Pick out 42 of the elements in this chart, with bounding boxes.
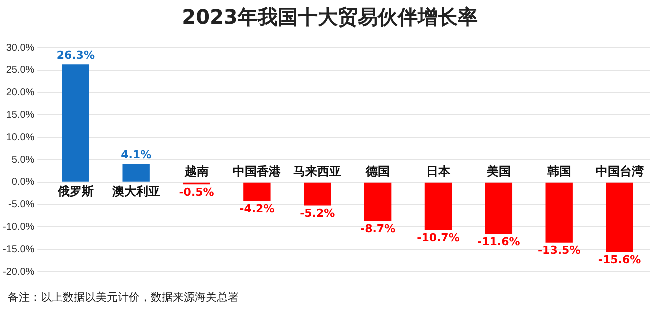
data-label: -10.7% <box>417 232 460 245</box>
x-tick-label: 俄罗斯 <box>56 184 94 199</box>
x-tick-label: 日本 <box>426 164 452 179</box>
y-tick-label: 10.0% <box>6 132 35 144</box>
x-tick-label: 越南 <box>184 164 209 179</box>
bar <box>364 182 392 222</box>
x-tick-label: 美国 <box>486 164 511 179</box>
bar <box>244 182 271 202</box>
y-tick-label: 5.0% <box>12 154 35 166</box>
x-tick-label: 中国台湾 <box>596 164 644 179</box>
bar <box>122 164 150 182</box>
data-label: -11.6% <box>478 236 520 249</box>
x-tick-label: 马来西亚 <box>294 164 342 179</box>
x-tick-label: 德国 <box>365 164 390 179</box>
text: 备注：以上数据以美元计价，数据来源海关总署 <box>8 290 239 305</box>
x-tick-label: 中国香港 <box>233 164 282 179</box>
y-tick-label: 30.0% <box>6 42 35 54</box>
x-tick-label: 澳大利亚 <box>111 184 160 199</box>
data-label: -5.2% <box>300 207 336 220</box>
y-tick-label: -5.0% <box>8 200 35 211</box>
data-label: -13.5% <box>538 244 581 258</box>
bar <box>304 182 332 206</box>
chart-title: 2023年我国十大贸易伙伴增长率 <box>181 4 479 31</box>
bar <box>606 182 634 252</box>
y-tick-label: 20.0% <box>6 88 35 99</box>
y-tick-label: 0.0% <box>12 177 35 188</box>
data-label: -4.2% <box>240 202 275 216</box>
data-label: -0.5% <box>179 186 214 199</box>
data-label: -15.6% <box>598 254 642 267</box>
bar <box>546 182 573 243</box>
bar <box>485 182 513 234</box>
y-tick-label: -20.0% <box>2 266 35 278</box>
y-tick-label: -15.0% <box>2 244 35 256</box>
x-tick-label: 韩国 <box>546 164 572 179</box>
data-label: -8.7% <box>360 222 396 236</box>
y-tick-label: 15.0% <box>6 110 35 121</box>
y-tick-label: 25.0% <box>6 65 35 76</box>
bar <box>62 64 90 182</box>
data-label: 26.3% <box>56 48 95 62</box>
bar <box>424 182 452 230</box>
data-label: 4.1% <box>121 148 152 162</box>
y-tick-label: -10.0% <box>2 222 35 233</box>
